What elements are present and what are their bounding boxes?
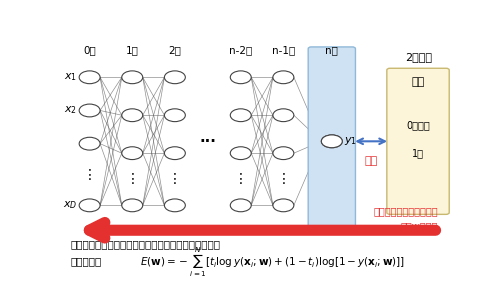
- Text: $x_2$: $x_2$: [64, 105, 77, 116]
- Text: 1顏: 1顏: [412, 148, 424, 158]
- Text: 2層: 2層: [168, 45, 181, 55]
- Text: ⋮: ⋮: [234, 172, 247, 186]
- Text: 誤差が小さくなるように: 誤差が小さくなるように: [374, 206, 438, 216]
- Text: 正解: 正解: [412, 77, 425, 87]
- Circle shape: [322, 135, 342, 148]
- Circle shape: [230, 147, 251, 160]
- Text: ⋮: ⋮: [82, 168, 96, 181]
- Text: $x_1$: $x_1$: [64, 71, 77, 83]
- Text: n-2層: n-2層: [229, 45, 252, 55]
- Text: n-1層: n-1層: [272, 45, 295, 55]
- Text: 誤差: 誤差: [364, 156, 378, 166]
- Text: $y_1$: $y_1$: [344, 135, 358, 147]
- Text: ⋮: ⋮: [126, 172, 139, 186]
- Circle shape: [122, 199, 142, 212]
- Circle shape: [164, 71, 186, 84]
- Circle shape: [79, 104, 100, 117]
- Circle shape: [164, 109, 186, 122]
- Circle shape: [122, 147, 142, 160]
- Circle shape: [164, 199, 186, 212]
- Circle shape: [122, 71, 142, 84]
- Text: ⋮: ⋮: [276, 172, 290, 186]
- Circle shape: [273, 109, 294, 122]
- Circle shape: [322, 135, 342, 148]
- Text: n層: n層: [326, 45, 338, 55]
- Text: ⋮: ⋮: [168, 172, 182, 186]
- Text: 2クラス: 2クラス: [404, 52, 431, 62]
- Text: ···: ···: [200, 134, 216, 149]
- Circle shape: [79, 199, 100, 212]
- Circle shape: [273, 147, 294, 160]
- Text: 誤差関数：: 誤差関数：: [70, 256, 102, 266]
- Text: 重みwを更新: 重みwを更新: [401, 221, 438, 231]
- Circle shape: [273, 199, 294, 212]
- FancyBboxPatch shape: [387, 68, 449, 214]
- Circle shape: [230, 71, 251, 84]
- Circle shape: [230, 109, 251, 122]
- Circle shape: [79, 71, 100, 84]
- Text: 出力層の活性化関数：ロジスティックシグモイド関数: 出力層の活性化関数：ロジスティックシグモイド関数: [70, 240, 220, 249]
- Circle shape: [230, 199, 251, 212]
- FancyBboxPatch shape: [308, 47, 356, 231]
- Circle shape: [273, 71, 294, 84]
- Circle shape: [79, 137, 100, 150]
- Text: $E(\mathbf{w}) = -\sum_{i=1}^{N}[t_i\log y(\mathbf{x}_i;\mathbf{w}) + (1-t_i)\lo: $E(\mathbf{w}) = -\sum_{i=1}^{N}[t_i\log…: [140, 246, 405, 279]
- Text: 0顏以外: 0顏以外: [406, 120, 430, 130]
- Text: $x_D$: $x_D$: [63, 200, 77, 211]
- Circle shape: [122, 109, 142, 122]
- Text: 0層: 0層: [83, 45, 96, 55]
- Text: 1層: 1層: [126, 45, 138, 55]
- Circle shape: [164, 147, 186, 160]
